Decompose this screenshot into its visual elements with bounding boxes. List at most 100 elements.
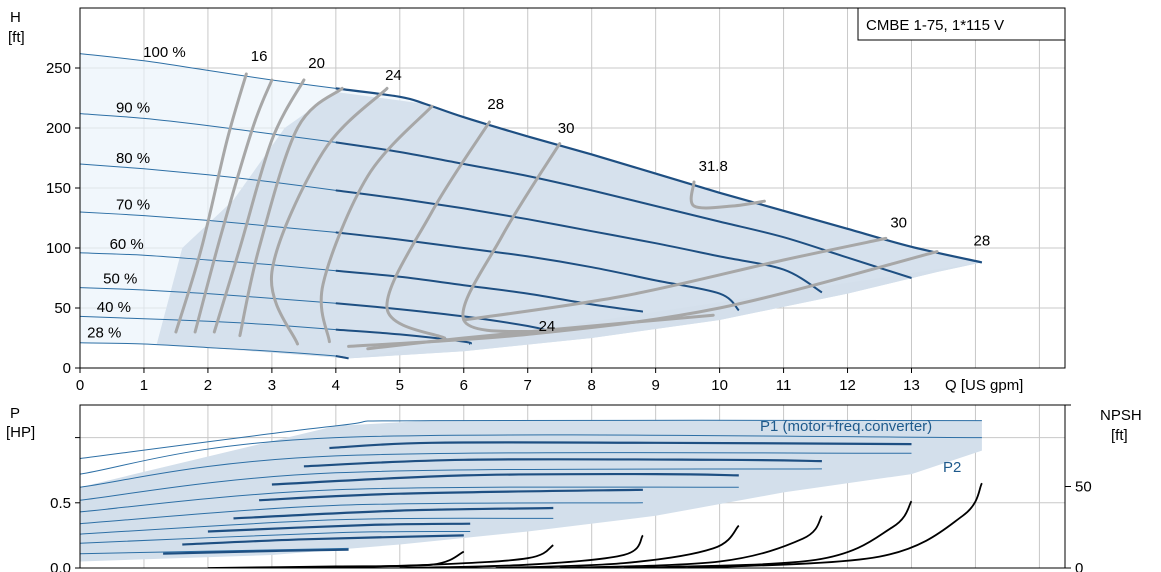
x-tick-label: 10 — [711, 377, 728, 394]
efficiency-label: 24 — [539, 318, 556, 335]
x-tick-label: 9 — [651, 377, 659, 394]
head-axis-unit: [ft] — [8, 29, 25, 46]
efficiency-curve — [212, 78, 306, 334]
speed-curve — [335, 231, 740, 312]
y-tick-label: 0.0 — [50, 560, 71, 572]
p2-curve — [329, 441, 912, 450]
y-tick-label: 0.5 — [50, 495, 71, 512]
x-tick-label: 11 — [776, 377, 792, 394]
p1-curve — [80, 530, 471, 544]
p2-legend-label: P2 — [943, 459, 961, 476]
head-envelope-area — [80, 53, 982, 359]
power-axis-unit: [HP] — [6, 424, 35, 441]
efficiency-curve — [193, 78, 274, 334]
x-tick-label: 7 — [524, 377, 532, 394]
power-axis-symbol: P — [10, 405, 20, 422]
speed-label: 60 % — [110, 236, 144, 253]
power-panel: 0.0 0.5 0 50 P [HP] NPSH [ft] P1 (motor+fr… — [6, 404, 1142, 572]
speed-label: 100 % — [143, 44, 186, 61]
x-tick-label: 4 — [332, 377, 340, 394]
q-axis-label: Q [US gpm] — [945, 377, 1023, 394]
npsh-curve — [687, 482, 983, 568]
efficiency-curve — [366, 313, 715, 351]
efficiency-curve — [269, 86, 389, 346]
p1-curve — [80, 517, 554, 535]
speed-label: 80 % — [116, 150, 150, 167]
efficiency-label: 28 — [487, 96, 504, 113]
efficiency-label: 28 — [974, 233, 991, 250]
x-tick-label: 3 — [268, 377, 276, 394]
head-axis-symbol: H — [10, 9, 21, 26]
x-tick-label: 13 — [903, 377, 920, 394]
y-tick-label: 150 — [46, 180, 71, 197]
p1-curve — [80, 468, 822, 501]
y-tick-label: 250 — [46, 60, 71, 77]
p2-curves — [163, 441, 912, 555]
speed-label: 40 % — [97, 299, 131, 316]
npsh-curve — [495, 524, 740, 568]
title-box: CMBE 1-75, 1*115 V — [857, 7, 1066, 41]
speed-labels: 100 % 90 % 80 % 70 % 60 % 50 % 40 % 28 % — [87, 44, 186, 341]
p2-curve — [207, 522, 471, 533]
p1-curve — [80, 486, 739, 513]
p1-curves — [80, 419, 982, 555]
x-tick-label: 12 — [839, 377, 856, 394]
p1-curve — [80, 434, 982, 475]
efficiency-label: 20 — [308, 55, 325, 72]
efficiency-label: 30 — [890, 215, 907, 232]
speed-label: 28 % — [87, 324, 121, 341]
chart-title: CMBE 1-75, 1*115 V — [866, 17, 1004, 34]
y-tick-label: 200 — [46, 120, 71, 137]
p1-legend-label: P1 (motor+freq.converter) — [760, 418, 932, 435]
x-tick-label: 1 — [140, 377, 148, 394]
efficiency-label: 30 — [558, 120, 575, 137]
p1-curve — [80, 547, 349, 555]
efficiency-label: 24 — [385, 67, 402, 84]
efficiency-label: 16 — [251, 48, 268, 65]
npsh-axis-ticks: 0 50 — [1065, 404, 1092, 572]
p2-curve — [303, 458, 822, 468]
head-axis-ticks: 0 50 100 150 200 250 — [46, 60, 80, 377]
x-tick-label: 0 — [76, 377, 84, 394]
efficiency-curve — [319, 104, 434, 344]
efficiency-labels: 16 20 24 28 30 31.8 30 28 24 — [251, 48, 990, 335]
y-tick-label: 50 — [54, 300, 71, 317]
y-tick-label: 100 — [46, 240, 71, 257]
p2-curve — [182, 534, 464, 546]
npsh-curve — [399, 534, 644, 568]
p2-curve — [163, 548, 349, 555]
efficiency-label: 31.8 — [699, 158, 728, 175]
x-tick-label: 6 — [460, 377, 468, 394]
p2-curve — [259, 488, 643, 502]
efficiency-curves — [174, 72, 939, 351]
y2-tick-label: 0 — [1075, 560, 1083, 572]
npsh-curve — [559, 515, 823, 568]
speed-curve — [335, 269, 644, 313]
npsh-curve — [303, 544, 554, 568]
power-axis-ticks: 0.0 0.5 — [50, 437, 80, 572]
p2-curve — [271, 472, 739, 486]
efficiency-curve — [385, 120, 491, 340]
speed-curve — [335, 141, 912, 279]
npsh-axis-symbol: NPSH — [1100, 407, 1142, 424]
p1-curve — [80, 502, 643, 525]
speed-label: 70 % — [116, 197, 150, 214]
q-axis-ticks: 0 1 2 3 4 5 6 7 8 9 10 11 12 13 — [76, 368, 920, 394]
x-tick-label: 8 — [588, 377, 596, 394]
speed-label: 90 % — [116, 99, 150, 116]
operating-area-overlay — [156, 92, 982, 359]
npsh-curves — [207, 482, 983, 568]
efficiency-curve — [689, 180, 766, 210]
y2-tick-label: 50 — [1075, 479, 1092, 496]
efficiency-curve — [461, 142, 562, 334]
speed-label: 50 % — [103, 271, 137, 288]
efficiency-curve — [238, 86, 344, 338]
p2-curve — [233, 506, 554, 520]
x-tick-label: 2 — [204, 377, 212, 394]
p1-curve — [80, 452, 912, 488]
p1-curve — [80, 419, 982, 459]
npsh-curve — [623, 500, 913, 568]
speed-curve — [335, 355, 349, 360]
speed-curve — [335, 328, 472, 345]
